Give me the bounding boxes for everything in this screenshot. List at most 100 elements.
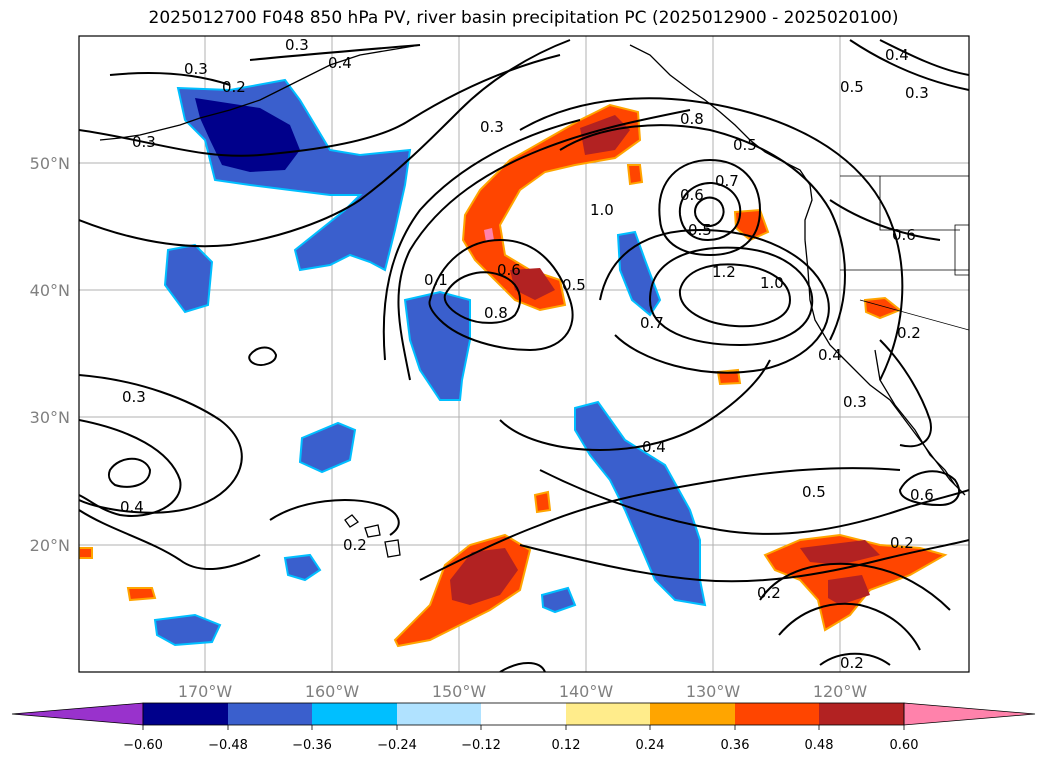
coastline-hawaii-3: [384, 539, 401, 558]
contour-label: 0.3: [184, 60, 208, 78]
shade-oregon-small: [626, 164, 644, 186]
lon-label-150w: 150°W: [432, 682, 487, 701]
contour-label: 0.4: [642, 438, 666, 456]
shade-hawaii-dark: [450, 548, 518, 605]
colorbar-tick-label: 0.60: [890, 738, 919, 753]
lat-label-40n: 40°N: [30, 281, 70, 300]
contour-label: 0.4: [818, 346, 842, 364]
contour-label: 0.3: [132, 133, 156, 151]
colorbar-frame: [142, 702, 905, 726]
colorbar-segment: [735, 703, 819, 725]
shade-hawaii-north-small: [533, 490, 552, 514]
shade-mexico-dark: [800, 540, 880, 565]
latitude-labels: 20°N 30°N 40°N 50°N: [30, 154, 70, 555]
contour-label: 0.8: [484, 304, 508, 322]
contour-label: 0.2: [890, 534, 914, 552]
colorbar-extend-min: [11, 702, 144, 726]
contour-label: 0.4: [328, 54, 352, 72]
lat-label-50n: 50°N: [30, 154, 70, 173]
colorbar-tick-label: 0.24: [636, 738, 665, 753]
shade-165w-small: [283, 553, 322, 582]
contour-label: 0.2: [840, 654, 864, 672]
colorbar: −0.60 −0.48 −0.36 −0.24 −0.12 0.12 0.24 …: [11, 702, 1036, 753]
lon-label-160w: 160°W: [305, 682, 360, 701]
coastline-aleutians: [99, 44, 421, 141]
contour-label: 0.6: [680, 186, 704, 204]
lon-label-140w: 140°W: [559, 682, 614, 701]
state-border-5: [859, 299, 969, 331]
contour-label: 1.0: [590, 201, 614, 219]
shade-west-edge-small: [79, 547, 93, 559]
contour-label: 0.3: [843, 393, 867, 411]
colorbar-tick-label: 0.12: [552, 738, 581, 753]
contour-label: 0.8: [680, 110, 704, 128]
colorbar-segment: [650, 703, 735, 725]
lon-label-170w: 170°W: [178, 682, 233, 701]
colorbar-segment: [397, 703, 481, 725]
colorbar-segment: [143, 703, 228, 725]
contour-label: 0.2: [222, 78, 246, 96]
contour-label: 0.1: [424, 271, 448, 289]
state-border-2: [879, 176, 960, 231]
contour-label: 0.7: [640, 314, 664, 332]
colorbar-segment: [481, 703, 566, 725]
contour-label: 0.3: [122, 388, 146, 406]
contour-label: 0.2: [897, 324, 921, 342]
colorbar-extend-max: [903, 702, 1036, 726]
colorbar-ticks: [142, 725, 905, 730]
contour-label: 0.3: [905, 84, 929, 102]
colorbar-segment: [312, 703, 397, 725]
colorbar-tick-label: −0.24: [377, 738, 417, 753]
colorbar-segment: [819, 703, 904, 725]
coastline-hawaii-2: [364, 524, 381, 538]
lat-label-30n: 30°N: [30, 408, 70, 427]
contour-label: 0.7: [715, 172, 739, 190]
state-border-3: [954, 224, 969, 276]
contour-label: 0.5: [802, 483, 826, 501]
colorbar-tick-label: 0.48: [805, 738, 834, 753]
contour-label: 0.4: [885, 46, 909, 64]
shade-140w-band: [574, 400, 707, 607]
colorbar-tick-label: −0.60: [123, 738, 163, 753]
coastline-hawaii-1: [344, 514, 359, 528]
shade-160w-small: [298, 421, 357, 474]
contour-label: 0.5: [840, 78, 864, 96]
shade-gulf-of-alaska-positive: [461, 103, 642, 312]
contour-label: 0.3: [285, 36, 309, 54]
contour-label: 1.0: [760, 274, 784, 292]
colorbar-segment: [566, 703, 650, 725]
contour-label: 0.2: [343, 536, 367, 554]
coastline-alaska-bc: [629, 44, 813, 240]
shade-ca-small: [863, 296, 902, 320]
positive-pc-shading: [79, 103, 948, 648]
colorbar-tick-label: 0.36: [721, 738, 750, 753]
contour-label: 0.6: [892, 226, 916, 244]
colorbar-tick-label: −0.36: [292, 738, 332, 753]
shade-165w-south-small: [126, 587, 157, 602]
colorbar-tick-label: −0.48: [208, 738, 248, 753]
contour-label: 0.2: [757, 584, 781, 602]
lat-label-20n: 20°N: [30, 536, 70, 555]
shade-170w-south: [153, 613, 222, 647]
contour-label: 0.4: [120, 498, 144, 516]
pv-contours: [79, 39, 969, 672]
shade-mexico-dark-2: [828, 575, 870, 605]
contour-label: 0.5: [688, 221, 712, 239]
shade-150w-blob: [403, 290, 471, 401]
contour-label: 1.2: [712, 263, 736, 281]
contour-label: 0.5: [733, 136, 757, 154]
coastlines: [99, 44, 969, 558]
colorbar-tick-label: −0.12: [461, 738, 501, 753]
contour-label: 0.5: [562, 276, 586, 294]
map-frame: [78, 35, 970, 673]
shade-145w-small: [540, 586, 577, 614]
shade-gulf-dark-2: [510, 268, 555, 300]
lon-label-120w: 120°W: [813, 682, 868, 701]
contour-label: 0.6: [910, 486, 934, 504]
shade-170w-blob: [163, 243, 214, 314]
contour-label: 0.6: [497, 261, 521, 279]
colorbar-segment: [228, 703, 312, 725]
contour-labels: 0.3 0.2 0.3 0.4 0.5 0.3 0.3 1.0 0.6 0.7 …: [120, 36, 934, 672]
map-title: 2025012700 F048 850 hPa PV, river basin …: [148, 8, 899, 28]
